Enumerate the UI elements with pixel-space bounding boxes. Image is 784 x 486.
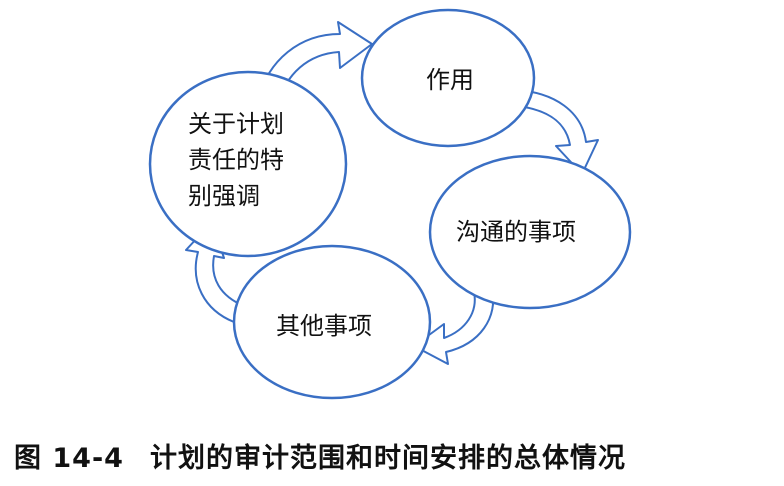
node-responsibility [148,70,348,258]
figure-number: 图 14-4 [14,443,124,474]
figure-title: 计划的审计范围和时间安排的总体情况 [149,443,626,474]
node-other [232,244,432,400]
arrow-role-to-communication [514,89,599,175]
node-responsibility-label-line-2: 责任的特 [188,146,284,174]
node-communication [428,154,632,310]
node-role [360,8,536,148]
node-other-label: 其他事项 [276,312,372,340]
node-role-label: 作用 [426,66,474,94]
figure-caption: 图 14-4 计划的审计范围和时间安排的总体情况 [14,436,774,476]
node-responsibility-label-line-3: 别强调 [188,182,260,210]
cycle-diagram: 关于计划 责任的特 别强调 作用 沟通的事项 其他事项 [148,8,632,400]
node-responsibility-label-line-1: 关于计划 [188,110,284,138]
node-communication-label: 沟通的事项 [456,218,576,246]
